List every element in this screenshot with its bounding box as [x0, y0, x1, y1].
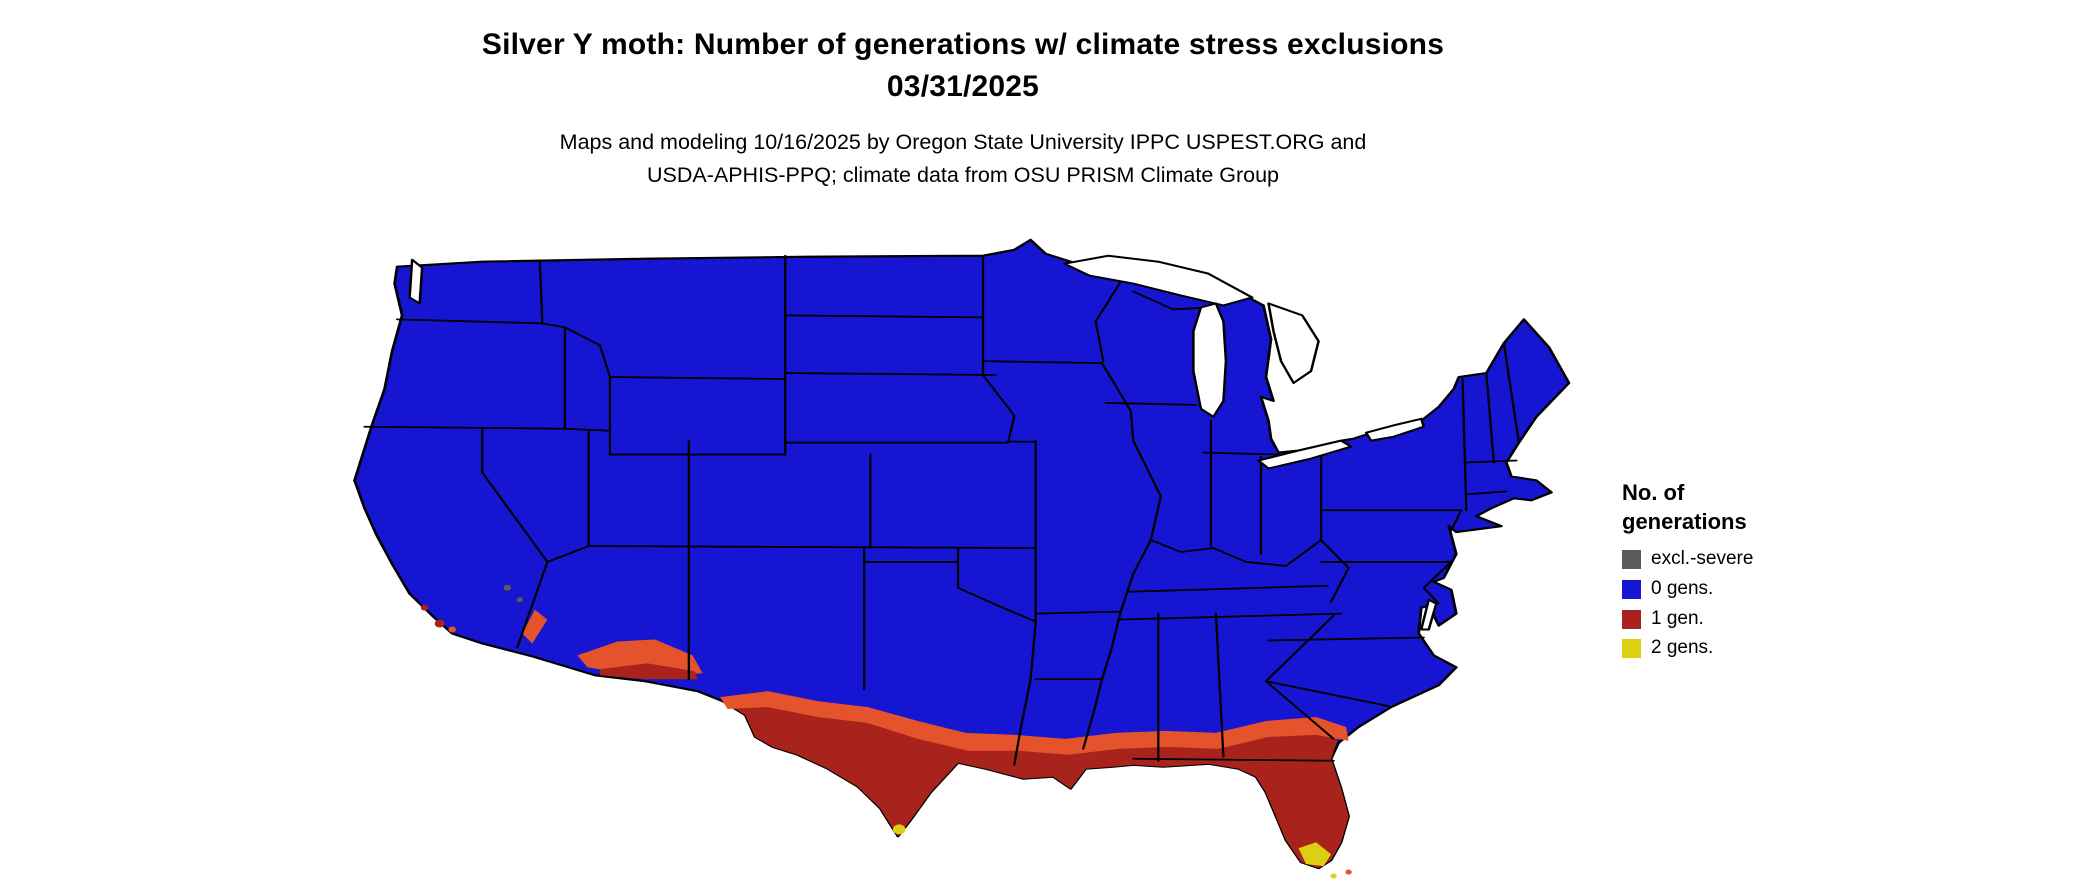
region-two-gens-texas-tip: [892, 824, 906, 835]
legend-item: 1 gen.: [1622, 608, 1753, 631]
lake-erie: [1257, 439, 1353, 470]
lake-michigan: [1192, 302, 1228, 418]
legend-label-one-gen: 1 gen.: [1651, 607, 1704, 629]
region-excl-severe-dot: [516, 597, 523, 603]
legend-label-zero-gens: 0 gens.: [1651, 577, 1714, 599]
legend-label-two-gens: 2 gens.: [1651, 637, 1714, 659]
legend-title-line1: No. of: [1622, 480, 1685, 505]
legend: No. of generations excl.-severe 0 gens. 1…: [1622, 478, 1753, 667]
legend-swatch-excl-severe: [1622, 549, 1641, 569]
legend-swatch-two-gens: [1622, 639, 1641, 659]
subtitle-line1: Maps and modeling 10/16/2025 by Oregon S…: [559, 130, 1367, 154]
puget-sound: [408, 258, 424, 305]
region-excl-severe-dot: [503, 584, 512, 591]
subtitle-line2: USDA-APHIS-PPQ; climate data from OSU PR…: [646, 163, 1280, 188]
transition-colorado-river: [522, 609, 548, 644]
great-lakes: [408, 254, 1438, 631]
legend-swatch-zero-gens: [1622, 579, 1641, 599]
page-subtitle: Maps and modeling 10/16/2025 by Oregon S…: [0, 126, 1926, 193]
lake-superior: [1063, 254, 1254, 307]
legend-item: excl.-severe: [1622, 548, 1753, 571]
region-one-gen-arizona: [599, 663, 698, 680]
lake-ontario: [1364, 417, 1425, 442]
region-zero-gens-mainland: [353, 238, 1571, 870]
transition-band-gulf: [720, 691, 1349, 755]
legend-label-excl-severe: excl.-severe: [1651, 548, 1754, 570]
chesapeake-bay: [1419, 598, 1438, 631]
title-line2: 03/31/2025: [886, 70, 1040, 103]
title-block: Silver Y moth: Number of generations w/ …: [0, 24, 1926, 193]
legend-item: 2 gens.: [1622, 637, 1753, 660]
state-borders: [363, 254, 1521, 766]
title-line1: Silver Y moth: Number of generations w/ …: [481, 28, 1445, 61]
us-generations-map: [353, 238, 1571, 879]
legend-item: 0 gens.: [1622, 578, 1753, 601]
region-one-gen-socal-dot: [434, 619, 445, 628]
legend-title: No. of generations: [1622, 478, 1753, 536]
region-one-gen-socal-dot: [420, 604, 429, 611]
legend-swatch-one-gen: [1622, 609, 1641, 629]
region-two-gens-florida: [1298, 842, 1332, 867]
page-title: Silver Y moth: Number of generations w/ …: [0, 24, 1926, 108]
transition-socal-dot: [448, 626, 456, 633]
florida-keys-dot: [1345, 869, 1352, 875]
transition-band-arizona: [577, 639, 703, 676]
lake-huron: [1267, 302, 1320, 384]
legend-title-line2: generations: [1622, 509, 1747, 535]
florida-keys-dot: [1330, 873, 1337, 879]
